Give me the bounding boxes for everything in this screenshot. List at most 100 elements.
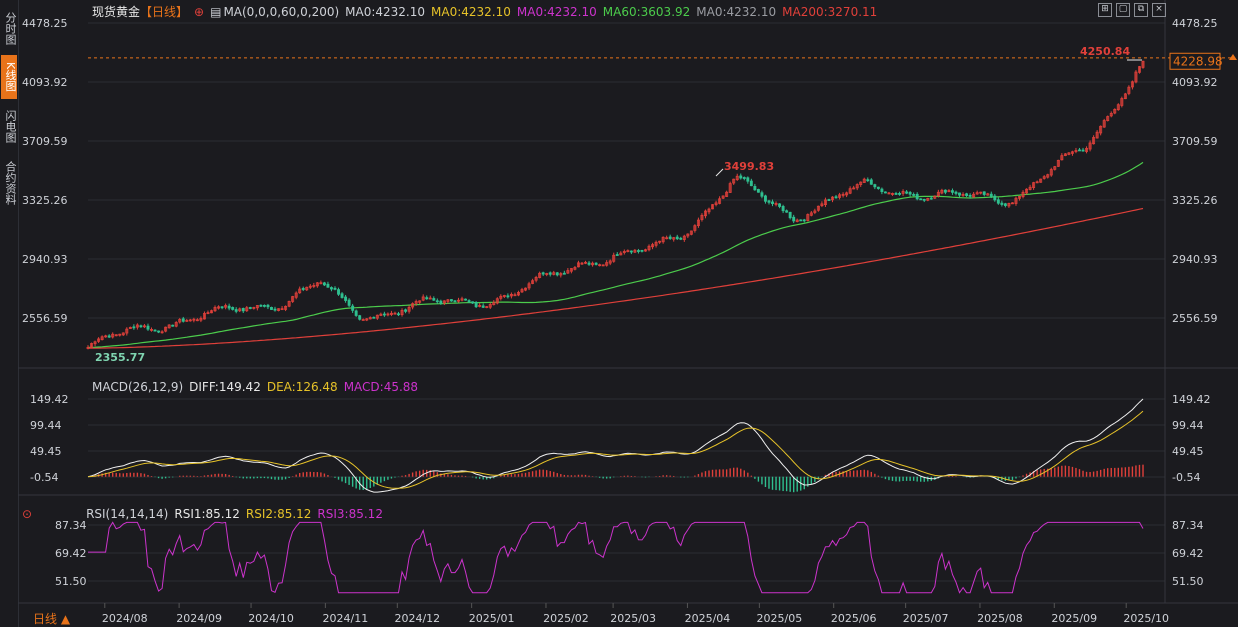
candle-body <box>954 191 958 194</box>
macd-axis-label: 99.44 <box>1172 419 1204 432</box>
candle-body <box>330 287 333 290</box>
candle-body <box>368 317 372 320</box>
price-axis-label-left: 4093.92 <box>22 76 68 89</box>
macd-params: MACD(26,12,9) <box>92 380 184 394</box>
period-switch-button[interactable]: 日线 ▲ <box>33 612 71 626</box>
candle-body <box>270 307 273 310</box>
candle-body <box>721 195 725 199</box>
rsi-axis-label: 69.42 <box>1172 547 1204 560</box>
candle-body <box>612 254 616 262</box>
close-icon[interactable]: × <box>1152 3 1166 17</box>
candle-body <box>686 233 690 237</box>
candle-body <box>933 195 937 199</box>
candle-body <box>404 309 408 312</box>
chart-header: 现货黄金【日线】 ⊕ ▤ MA(0,0,0,60,0,200) MA0:4232.10 M… <box>92 3 883 20</box>
candle-body <box>912 194 916 196</box>
candle-body <box>238 308 242 312</box>
candle-body <box>382 313 386 316</box>
candle-body <box>457 299 460 302</box>
price-axis-label: 3325.26 <box>1172 194 1218 207</box>
candle-body <box>869 179 873 185</box>
candle-body <box>224 305 228 308</box>
macd-diff: DIFF:149.42 <box>189 380 261 394</box>
price-axis-label: 2940.93 <box>1172 253 1218 266</box>
candle-body <box>1138 66 1141 73</box>
expand-icon[interactable]: ⊞ <box>1098 3 1112 17</box>
candle-body <box>1074 150 1078 152</box>
macd-axis-label-left: -0.54 <box>30 471 58 484</box>
candle-body <box>1123 93 1127 100</box>
candle-body <box>1018 195 1021 199</box>
candle-body <box>181 318 185 322</box>
candle-body <box>298 288 302 294</box>
tab-timeshare[interactable]: 分时图 <box>4 11 17 45</box>
candle-body <box>887 192 891 195</box>
maximize-icon[interactable]: ▢ <box>1116 3 1130 17</box>
ma200-line <box>88 207 1144 349</box>
candle-body <box>936 191 940 197</box>
candle-body <box>1109 112 1113 117</box>
candle-body <box>693 225 697 231</box>
candle-body <box>898 193 901 195</box>
candle-body <box>1028 186 1032 190</box>
period-label[interactable]: 【日线】 <box>140 5 189 19</box>
candle-body <box>915 193 919 200</box>
rsi-settings-icon[interactable]: ⊙ <box>22 507 33 521</box>
rsi-legend: ⊙ RSI(14,14,14) RSI1:85.12 RSI2:85.12 RSI3:8… <box>22 507 389 521</box>
candle-body <box>615 254 619 256</box>
macd-dea: DEA:126.48 <box>266 380 338 394</box>
high-annotation: 3499.83 <box>724 160 774 173</box>
candle-body <box>241 308 245 312</box>
candle-body <box>1113 108 1117 114</box>
candle-body <box>668 236 672 239</box>
candle-body <box>735 175 739 181</box>
candle-body <box>961 194 965 196</box>
candle-body <box>418 300 422 303</box>
candle-body <box>397 313 400 316</box>
high-marker <box>715 168 724 177</box>
candle-body <box>199 318 203 321</box>
target-icon[interactable]: ⊕ <box>194 5 205 19</box>
tab-contract-info[interactable]: 合约资料 <box>4 161 17 205</box>
candle-body <box>943 189 947 193</box>
ma60-value: MA60:3603.92 <box>602 5 691 19</box>
ma0-value-2: MA0:4232.10 <box>431 5 511 19</box>
candle-body <box>1078 149 1081 152</box>
candle-body <box>788 211 792 219</box>
candle-body <box>449 299 453 302</box>
date-axis-label: 2025/02 <box>543 612 589 625</box>
candle-body <box>213 307 217 312</box>
candle-body <box>569 268 573 272</box>
macd-legend: MACD(26,12,9) DIFF:149.42 DEA:126.48 MACD:4… <box>92 380 424 394</box>
candle-body <box>495 298 499 304</box>
candle-body <box>217 306 221 309</box>
candle-body <box>711 204 714 210</box>
candle-body <box>287 300 291 307</box>
date-axis-label: 2025/01 <box>469 612 515 625</box>
rsi3-value: RSI3:85.12 <box>317 507 383 521</box>
tab-kline[interactable]: K线图 <box>1 55 17 99</box>
candle-body <box>968 194 972 197</box>
date-axis-label: 2024/10 <box>248 612 294 625</box>
candle-body <box>351 305 355 311</box>
candle-body <box>121 332 125 336</box>
candle-body <box>993 195 997 201</box>
candle-body <box>432 298 436 301</box>
candle-body <box>640 249 644 252</box>
tab-flash[interactable]: 闪电图 <box>4 109 17 143</box>
ma-settings-icon[interactable]: ▤ <box>210 5 222 19</box>
candle-body <box>499 295 503 299</box>
candle-body <box>150 328 153 331</box>
candle-body <box>1014 197 1018 204</box>
candle-body <box>700 214 704 220</box>
candle-body <box>696 219 700 226</box>
date-axis-label: 2024/12 <box>394 612 440 625</box>
restore-icon[interactable]: ⧉ <box>1134 3 1148 17</box>
candle-body <box>919 198 923 201</box>
candle-body <box>266 304 270 308</box>
candle-body <box>305 286 309 291</box>
candle-body <box>972 193 976 198</box>
candle-body <box>118 333 122 336</box>
candle-body <box>725 191 729 197</box>
candle-body <box>587 262 591 265</box>
